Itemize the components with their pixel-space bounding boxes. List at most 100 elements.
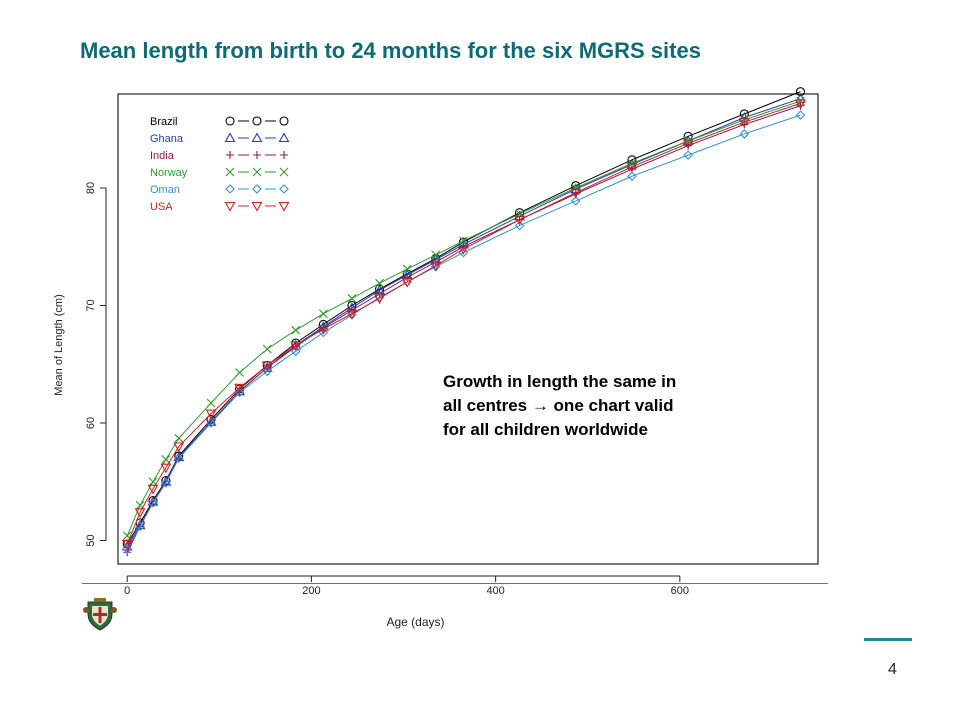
cross-point-marker bbox=[262, 344, 272, 354]
diamond-point-marker bbox=[206, 418, 216, 428]
y-axis-label: Mean of Length (cm) bbox=[53, 294, 65, 396]
series-ghana bbox=[121, 93, 806, 551]
triangle-down-point-marker bbox=[173, 442, 185, 453]
legend-label: Oman bbox=[150, 184, 180, 196]
series-oman bbox=[122, 110, 806, 554]
x-tick-label: 600 bbox=[671, 585, 689, 597]
triangle-down-point-marker bbox=[290, 341, 302, 352]
diamond-point-marker bbox=[627, 171, 637, 182]
triangle-down-point-marker bbox=[570, 188, 582, 199]
annotation-line: for all children worldwide bbox=[443, 420, 648, 439]
diamond-point-marker bbox=[514, 220, 525, 231]
series-line bbox=[126, 102, 801, 545]
diamond-point-marker bbox=[122, 543, 132, 554]
diamond-point-marker bbox=[174, 453, 184, 464]
cross-point-marker bbox=[375, 278, 384, 288]
diamond-point-marker bbox=[290, 346, 301, 357]
diamond-point-marker bbox=[570, 196, 581, 206]
diamond-point-marker bbox=[458, 247, 469, 258]
x-tick-label: 400 bbox=[486, 585, 504, 597]
legend-item: Norway bbox=[150, 167, 289, 179]
cross-point-marker bbox=[402, 264, 412, 274]
x-tick-label: 200 bbox=[302, 585, 320, 597]
plus-point-marker bbox=[253, 151, 261, 159]
triangle-down-point-marker bbox=[251, 201, 263, 212]
series-layer bbox=[121, 87, 806, 557]
triangle-down-point-marker bbox=[121, 539, 133, 550]
diamond-point-marker bbox=[795, 110, 806, 120]
legend-item: Brazil bbox=[150, 116, 289, 128]
legend-label: USA bbox=[150, 201, 173, 213]
x-tick-label: 0 bbox=[124, 585, 130, 597]
diamond-point-marker bbox=[683, 150, 693, 160]
legend-item: USA bbox=[150, 201, 290, 213]
series-line bbox=[126, 91, 801, 545]
diamond-point-marker bbox=[318, 327, 329, 338]
y-tick-label: 50 bbox=[85, 534, 97, 546]
legend-label: India bbox=[150, 150, 175, 162]
diamond-point-marker bbox=[374, 292, 385, 303]
slide-title: Mean length from birth to 24 months for … bbox=[80, 38, 701, 63]
cross-point-marker bbox=[174, 433, 184, 443]
circle-point-marker bbox=[279, 116, 289, 126]
series-brazil bbox=[122, 87, 806, 549]
triangle-down-point-marker bbox=[430, 261, 442, 272]
triangle-down-point-marker bbox=[738, 118, 750, 128]
legend-item: India bbox=[150, 150, 288, 162]
triangle-up-point-marker bbox=[278, 132, 290, 143]
cross-point-marker bbox=[571, 183, 581, 193]
cross-point-marker bbox=[431, 250, 441, 260]
triangle-down-point-marker bbox=[795, 99, 806, 110]
y-axis: 50 60 70 80 bbox=[85, 182, 107, 547]
cross-point-marker bbox=[161, 455, 171, 464]
x-axis: 0 200 400 600 bbox=[124, 575, 689, 597]
cross-point-marker bbox=[291, 325, 301, 335]
circle-point-marker bbox=[225, 116, 235, 126]
diamond-point-marker bbox=[252, 184, 262, 194]
legend-label: Brazil bbox=[150, 116, 178, 128]
cross-point-marker bbox=[347, 294, 357, 303]
y-tick-label: 60 bbox=[85, 417, 97, 429]
legend: Brazil Ghana India Norway Oman USA bbox=[150, 116, 290, 213]
triangle-down-point-marker bbox=[457, 245, 469, 255]
chart-annotation: Growth in length the same in all centres … bbox=[443, 372, 676, 439]
cross-point-marker bbox=[279, 167, 289, 177]
diamond-point-marker bbox=[161, 478, 171, 488]
series-line bbox=[126, 100, 801, 536]
triangle-down-point-marker bbox=[682, 139, 694, 149]
cross-point-marker bbox=[252, 167, 262, 177]
diamond-point-marker bbox=[148, 498, 158, 508]
legend-label: Norway bbox=[150, 167, 188, 179]
triangle-down-point-marker bbox=[346, 309, 358, 320]
series-norway bbox=[122, 96, 805, 541]
series-line bbox=[126, 98, 801, 547]
series-india bbox=[123, 101, 805, 557]
diamond-point-marker bbox=[279, 184, 289, 194]
series-line bbox=[126, 105, 801, 553]
triangle-down-point-marker bbox=[234, 383, 246, 394]
plus-point-marker bbox=[226, 151, 234, 159]
cross-point-marker bbox=[206, 398, 216, 408]
plus-point-marker bbox=[280, 151, 288, 159]
circle-point-marker bbox=[252, 116, 262, 126]
triangle-down-point-marker bbox=[401, 277, 413, 288]
triangle-down-point-marker bbox=[374, 294, 386, 305]
triangle-down-point-marker bbox=[514, 215, 526, 226]
triangle-down-point-marker bbox=[278, 201, 290, 212]
triangle-down-point-marker bbox=[224, 201, 236, 212]
triangle-down-point-marker bbox=[205, 409, 217, 420]
page-number: 4 bbox=[888, 661, 897, 678]
triangle-down-point-marker bbox=[160, 463, 172, 474]
triangle-up-point-marker bbox=[224, 132, 236, 143]
diamond-point-marker bbox=[262, 366, 272, 377]
crest-logo bbox=[83, 598, 117, 631]
series-usa bbox=[121, 99, 806, 550]
triangle-down-point-marker bbox=[147, 484, 159, 495]
legend-item: Ghana bbox=[150, 132, 290, 145]
diamond-point-marker bbox=[135, 521, 145, 532]
annotation-line: all centres → one chart valid bbox=[443, 396, 674, 415]
corner-accent-bar bbox=[864, 638, 912, 641]
plot-frame bbox=[117, 93, 819, 565]
cross-point-marker bbox=[225, 167, 235, 177]
divider-line bbox=[82, 583, 828, 584]
